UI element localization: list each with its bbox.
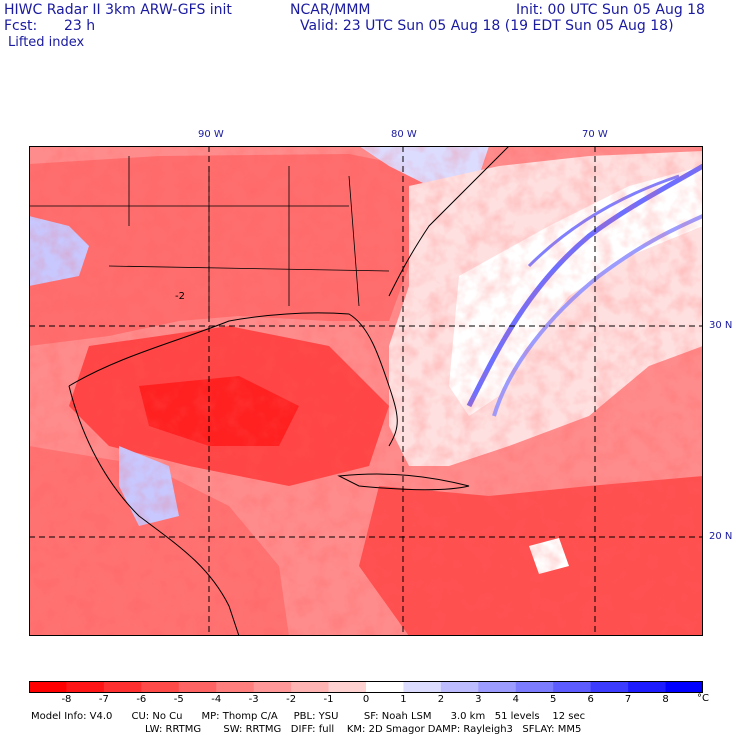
lifted-index-map: -2 bbox=[29, 146, 703, 636]
colorbar-swatch bbox=[366, 681, 404, 693]
colorbar-swatch bbox=[478, 681, 517, 693]
colorbar-tick-label: 6 bbox=[587, 694, 594, 705]
colorbar-tick-label: -8 bbox=[61, 694, 72, 705]
colorbar-swatch bbox=[103, 681, 142, 693]
colorbar-swatch bbox=[328, 681, 367, 693]
contour-label: -2 bbox=[175, 291, 185, 302]
org: NCAR/MMM bbox=[290, 2, 371, 18]
title: HIWC Radar II 3km ARW-GFS init bbox=[4, 2, 232, 18]
colorbar-unit: °C bbox=[697, 693, 709, 704]
colorbar-tick-label: -6 bbox=[136, 694, 147, 705]
colorbar-tick-label: 3 bbox=[475, 694, 482, 705]
colorbar-tick-label: -1 bbox=[323, 694, 334, 705]
fcst-label: Fcst: bbox=[4, 18, 38, 34]
colorbar-swatch bbox=[628, 681, 667, 693]
colorbar-tick-label: 5 bbox=[550, 694, 557, 705]
colorbar-swatch bbox=[515, 681, 554, 693]
colorbar-tick-label: 8 bbox=[662, 694, 669, 705]
colorbar-swatch bbox=[665, 681, 703, 693]
colorbar-tick-label: -4 bbox=[211, 694, 222, 705]
colorbar-swatch bbox=[291, 681, 330, 693]
mexico-coastline bbox=[68, 385, 240, 636]
colorbar-tick-label: 0 bbox=[362, 694, 370, 705]
colorbar-swatch bbox=[553, 681, 592, 693]
colorbar-tick-label: 1 bbox=[400, 694, 407, 705]
valid-time: Valid: 23 UTC Sun 05 Aug 18 (19 EDT Sun … bbox=[300, 18, 674, 34]
fcst-value: 23 h bbox=[64, 18, 96, 34]
colorbar-tick-label: -3 bbox=[248, 694, 259, 705]
colorbar-swatch bbox=[178, 681, 217, 693]
lon-label-90w: 90 W bbox=[198, 129, 224, 140]
lon-label-80w: 80 W bbox=[391, 129, 417, 140]
colorbar-tick-label: 4 bbox=[512, 694, 519, 705]
colorbar-swatch bbox=[66, 681, 105, 693]
atlantic-coastline bbox=[388, 146, 510, 297]
colorbar-tick-label: 2 bbox=[437, 694, 445, 705]
model-info-line2: LW: RRTMG SW: RRTMG DIFF: full KM: 2D Sm… bbox=[145, 724, 582, 735]
lat-label-30n: 30 N bbox=[709, 320, 733, 331]
cuba-outline bbox=[337, 473, 470, 491]
init-time: Init: 00 UTC Sun 05 Aug 18 bbox=[516, 2, 705, 18]
lon-label-70w: 70 W bbox=[582, 129, 608, 140]
colorbar-swatch bbox=[216, 681, 255, 693]
colorbar-swatch bbox=[253, 681, 292, 693]
colorbar-tick-label: -5 bbox=[173, 694, 184, 705]
colorbar-swatch bbox=[29, 681, 67, 693]
colorbar-swatch bbox=[403, 681, 442, 693]
noise-texture bbox=[29, 146, 703, 636]
model-info-line1: Model Info: V4.0 CU: No Cu MP: Thomp C/A… bbox=[31, 711, 586, 722]
graticule bbox=[29, 146, 703, 636]
field-name: Lifted index bbox=[8, 35, 85, 50]
colorbar-swatch bbox=[440, 681, 479, 693]
colorbar-tick-label: 7 bbox=[624, 694, 632, 705]
lat-label-20n: 20 N bbox=[709, 531, 733, 542]
colorbar-swatch bbox=[590, 681, 629, 693]
colorbar-tick-label: -7 bbox=[98, 694, 109, 705]
gulf-coastline bbox=[68, 312, 398, 447]
colorbar-tick-label: -2 bbox=[286, 694, 297, 705]
colorbar bbox=[29, 681, 703, 693]
colorbar-swatch bbox=[141, 681, 180, 693]
